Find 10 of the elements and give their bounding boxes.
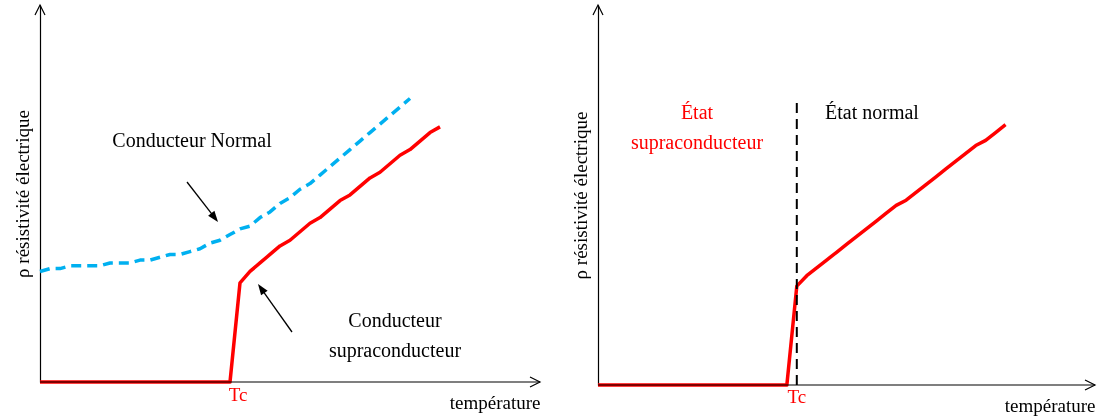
text: Tc <box>228 383 248 407</box>
y-axis-title: ρ résistivité électrique <box>569 111 591 280</box>
text: Tc <box>787 386 807 407</box>
y-axis-title: ρ résistivité électrique <box>11 110 33 278</box>
x-axis-title: température <box>1004 394 1096 416</box>
x-axis-title: température <box>449 391 541 413</box>
annotation: État supraconducteur <box>630 100 764 156</box>
annotation: Conducteur supraconducteur <box>328 308 462 364</box>
annotation: Conducteur Normal <box>112 128 272 153</box>
text: État normal <box>825 100 919 125</box>
